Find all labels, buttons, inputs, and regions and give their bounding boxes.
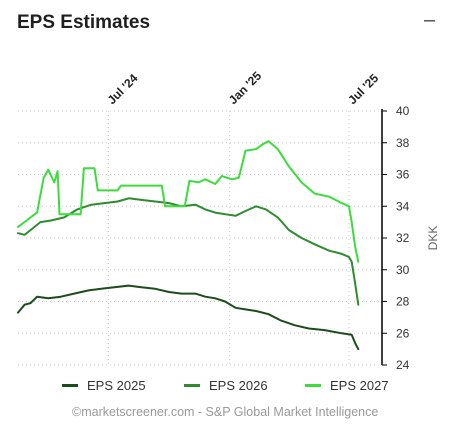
grid-lines xyxy=(18,110,382,366)
widget-title: EPS Estimates xyxy=(17,12,151,33)
y-tick-label: 26 xyxy=(396,326,410,340)
legend-item-eps-2026[interactable]: EPS 2026 xyxy=(184,378,268,393)
series-line-eps-2027[interactable] xyxy=(17,140,360,263)
y-tick-label: 24 xyxy=(396,358,410,372)
legend-label-eps-2026: EPS 2026 xyxy=(209,378,268,393)
y-axis-label: DKK xyxy=(426,226,440,251)
collapse-icon[interactable]: – xyxy=(424,9,436,31)
legend-swatch-eps-2026 xyxy=(184,384,200,387)
legend-swatch-eps-2025 xyxy=(62,384,78,387)
credits-text: ©marketscreener.com - S&P Global Market … xyxy=(72,405,379,419)
y-tick-label: 28 xyxy=(396,295,410,309)
legend-item-eps-2027[interactable]: EPS 2027 xyxy=(305,378,389,393)
y-tick-label: 34 xyxy=(396,199,410,213)
legend-item-eps-2025[interactable]: EPS 2025 xyxy=(62,378,146,393)
legend-label-eps-2027: EPS 2027 xyxy=(330,378,389,393)
x-tick-label: Jul '24 xyxy=(105,71,141,107)
chart-legend: EPS 2025 EPS 2026 EPS 2027 xyxy=(0,378,450,398)
x-tick-label: Jan '25 xyxy=(226,69,265,108)
axes: 24 26 28 30 32 34 36 38 40 Jul '24 Jan '25 Jul '25 D… xyxy=(105,69,440,372)
legend-label-eps-2025: EPS 2025 xyxy=(87,378,146,393)
series-line-eps-2025[interactable] xyxy=(17,284,360,351)
legend-swatch-eps-2027 xyxy=(305,384,321,387)
x-tick-label: Jul '25 xyxy=(345,71,381,107)
y-tick-label: 32 xyxy=(396,231,410,245)
series-lines xyxy=(17,140,360,351)
y-tick-label: 40 xyxy=(396,104,410,118)
y-tick-label: 36 xyxy=(396,168,410,182)
y-tick-label: 30 xyxy=(396,263,410,277)
y-tick-label: 38 xyxy=(396,136,410,150)
